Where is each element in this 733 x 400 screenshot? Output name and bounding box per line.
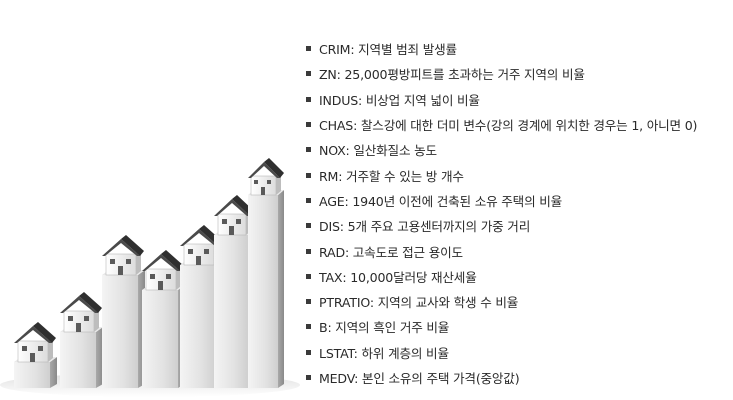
variable-description: LSTAT: 하위 계층의 비율	[319, 345, 449, 361]
house-icon	[60, 292, 102, 333]
variable-description: INDUS: 비상업 지역 넓이 비율	[319, 92, 480, 108]
square-bullet-icon	[306, 172, 311, 178]
column-5	[180, 225, 223, 388]
variable-description: PTRATIO: 지역의 교사와 학생 수 비율	[319, 295, 519, 311]
list-item-medv: MEDV: 본인 소유의 주택 가격(중앙값)	[306, 365, 726, 390]
square-bullet-icon	[306, 223, 311, 229]
list-item-rm: RM: 거주할 수 있는 방 개수	[306, 162, 726, 187]
column-2	[60, 292, 103, 388]
house-bar-chart-illustration	[0, 158, 300, 397]
variable-description: TAX: 10,000달러당 재산세율	[319, 269, 477, 285]
square-bullet-icon	[306, 248, 311, 254]
list-item-rad: RAD: 고속도로 접근 용이도	[306, 238, 726, 263]
square-bullet-icon	[306, 197, 311, 203]
variable-description: B: 지역의 흑인 거주 비율	[319, 320, 450, 336]
variable-description: NOX: 일산화질소 농도	[319, 143, 437, 159]
list-item-crim: CRIM: 지역별 범죄 발생률	[306, 36, 726, 61]
house-icon	[248, 158, 284, 196]
variable-description: RM: 거주할 수 있는 방 개수	[319, 168, 464, 184]
house-icon	[214, 195, 254, 236]
square-bullet-icon	[306, 375, 311, 380]
variable-description: AGE: 1940년 이전에 건축된 소유 주택의 비율	[319, 193, 563, 209]
list-item-indus: INDUS: 비상업 지역 넓이 비율	[306, 87, 726, 112]
house-icon	[142, 250, 184, 291]
list-item-chas: CHAS: 찰스강에 대한 더미 변수(강의 경계에 위치한 경우는 1, 아니…	[306, 112, 726, 137]
column-4	[142, 250, 185, 388]
square-bullet-icon	[306, 349, 311, 355]
list-item-ptratio: PTRATIO: 지역의 교사와 학생 수 비율	[306, 289, 726, 314]
square-bullet-icon	[306, 96, 311, 102]
variable-description: DIS: 5개 주요 고용센터까지의 가중 거리	[319, 219, 531, 235]
square-bullet-icon	[306, 46, 311, 52]
list-item-age: AGE: 1940년 이전에 건축된 소유 주택의 비율	[306, 188, 726, 213]
list-item-zn: ZN: 25,000평방피트를 초과하는 거주 지역의 비율	[306, 61, 726, 86]
square-bullet-icon	[306, 71, 311, 77]
variable-description: CHAS: 찰스강에 대한 더미 변수(강의 경계에 위치한 경우는 1, 아니…	[319, 118, 698, 134]
house-icon	[102, 235, 144, 276]
column-7	[248, 158, 284, 388]
square-bullet-icon	[306, 273, 311, 279]
list-item-tax: TAX: 10,000달러당 재산세율	[306, 264, 726, 289]
variable-description: ZN: 25,000평방피트를 초과하는 거주 지역의 비율	[319, 67, 585, 83]
square-bullet-icon	[306, 324, 311, 330]
square-bullet-icon	[306, 147, 311, 153]
list-item-nox: NOX: 일산화질소 농도	[306, 137, 726, 162]
variable-description: MEDV: 본인 소유의 주택 가격(중앙값)	[319, 371, 520, 386]
column-1	[14, 322, 57, 388]
list-item-b: B: 지역의 흑인 거주 비율	[306, 314, 726, 339]
house-icon	[14, 322, 56, 363]
square-bullet-icon	[306, 122, 311, 128]
variable-description-list: CRIM: 지역별 범죄 발생률 ZN: 25,000평방피트를 초과하는 거주…	[306, 36, 726, 390]
variable-description: RAD: 고속도로 접근 용이도	[319, 244, 463, 260]
list-item-lstat: LSTAT: 하위 계층의 비율	[306, 340, 726, 365]
column-3	[102, 235, 145, 388]
list-item-dis: DIS: 5개 주요 고용센터까지의 가중 거리	[306, 213, 726, 238]
variable-description: CRIM: 지역별 범죄 발생률	[319, 42, 457, 58]
square-bullet-icon	[306, 299, 311, 305]
